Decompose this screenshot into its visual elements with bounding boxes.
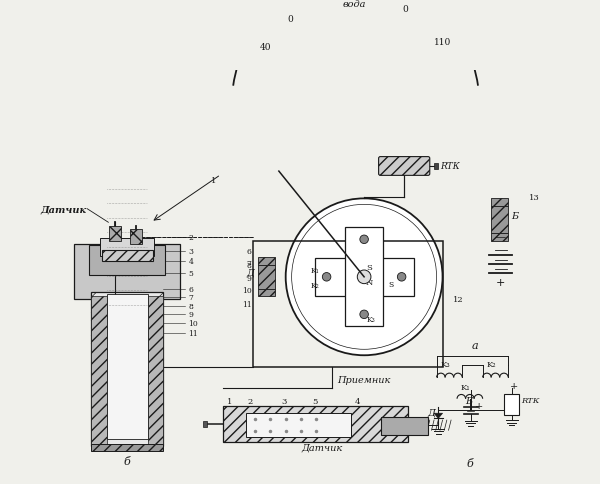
Text: 3: 3 xyxy=(188,248,193,256)
Text: 7: 7 xyxy=(188,294,193,302)
Text: Б: Б xyxy=(466,396,473,405)
Text: вода: вода xyxy=(342,0,365,9)
Text: K₃: K₃ xyxy=(367,316,376,324)
Text: RТК: RТК xyxy=(440,162,460,171)
Bar xyxy=(491,199,508,207)
Text: RТК: RТК xyxy=(521,396,539,405)
Bar xyxy=(504,394,519,415)
Text: 3: 3 xyxy=(281,397,287,406)
Bar xyxy=(314,258,413,296)
Text: 0: 0 xyxy=(403,5,409,14)
Text: a: a xyxy=(472,340,478,350)
Text: 10: 10 xyxy=(242,287,251,295)
Bar xyxy=(346,228,383,327)
Bar xyxy=(259,257,275,265)
Bar xyxy=(130,229,142,245)
Text: S: S xyxy=(389,280,394,288)
Text: S: S xyxy=(366,263,372,271)
Text: +: + xyxy=(510,382,518,391)
Text: 6: 6 xyxy=(247,248,251,256)
Text: 9: 9 xyxy=(188,311,193,318)
Text: 9: 9 xyxy=(247,274,251,282)
Bar xyxy=(491,207,508,234)
Text: 8: 8 xyxy=(247,261,251,269)
Text: +: + xyxy=(496,277,505,287)
Bar xyxy=(443,36,451,42)
Text: Приемник: Приемник xyxy=(337,375,391,384)
Circle shape xyxy=(360,236,368,244)
Text: K₂: K₂ xyxy=(311,282,320,290)
Bar xyxy=(259,265,275,289)
Text: б: б xyxy=(124,456,130,466)
Bar xyxy=(491,234,508,242)
Text: Д: Д xyxy=(428,407,436,416)
Bar xyxy=(74,244,180,300)
Text: 8: 8 xyxy=(188,302,193,310)
Text: Б: Б xyxy=(511,212,518,221)
Circle shape xyxy=(322,273,331,282)
Bar xyxy=(434,164,438,169)
Bar xyxy=(109,226,121,242)
Text: 1: 1 xyxy=(211,176,217,184)
Text: +: + xyxy=(475,401,484,410)
Text: 1: 1 xyxy=(227,397,232,406)
Text: 4: 4 xyxy=(188,258,193,266)
Text: Датчик: Датчик xyxy=(301,443,342,452)
Bar xyxy=(107,294,148,439)
Text: 0: 0 xyxy=(287,15,293,24)
Circle shape xyxy=(397,273,406,282)
Text: 40: 40 xyxy=(259,43,271,52)
Text: 11: 11 xyxy=(242,301,251,308)
Text: N: N xyxy=(365,278,373,287)
Text: 110: 110 xyxy=(434,38,452,47)
Text: K₁: K₁ xyxy=(311,267,320,274)
FancyBboxPatch shape xyxy=(379,157,430,176)
Text: 13: 13 xyxy=(529,193,540,201)
Bar xyxy=(91,444,163,451)
Text: б: б xyxy=(466,458,473,468)
Polygon shape xyxy=(434,413,443,419)
Text: 4: 4 xyxy=(355,397,360,406)
Bar xyxy=(381,417,428,436)
Text: 11: 11 xyxy=(188,330,198,337)
Text: 5: 5 xyxy=(312,397,317,406)
Bar xyxy=(148,297,163,446)
Text: K₁: K₁ xyxy=(461,383,470,391)
Circle shape xyxy=(360,310,368,319)
Circle shape xyxy=(286,199,443,356)
Text: —: — xyxy=(495,231,506,242)
Text: Д: Д xyxy=(247,268,254,277)
Bar xyxy=(259,289,275,297)
Bar xyxy=(257,41,264,47)
Text: 80: 80 xyxy=(350,0,361,2)
Bar xyxy=(100,238,154,257)
Text: 12: 12 xyxy=(452,295,463,303)
Text: 5: 5 xyxy=(188,270,193,278)
Bar xyxy=(91,292,163,446)
Text: K₂: K₂ xyxy=(487,360,496,368)
Bar xyxy=(223,407,409,442)
Text: 10: 10 xyxy=(188,319,198,327)
Bar xyxy=(247,413,352,437)
Text: 2: 2 xyxy=(188,233,193,241)
Text: 2: 2 xyxy=(247,397,253,406)
Bar xyxy=(253,242,443,367)
Bar xyxy=(91,297,107,446)
Bar xyxy=(203,421,207,427)
Circle shape xyxy=(357,271,371,284)
Text: K₃: K₃ xyxy=(440,360,450,368)
Bar xyxy=(101,251,152,262)
Text: 6: 6 xyxy=(188,285,193,293)
Text: 7: 7 xyxy=(247,259,251,268)
Text: Датчик: Датчик xyxy=(40,205,86,213)
Bar xyxy=(89,246,166,275)
